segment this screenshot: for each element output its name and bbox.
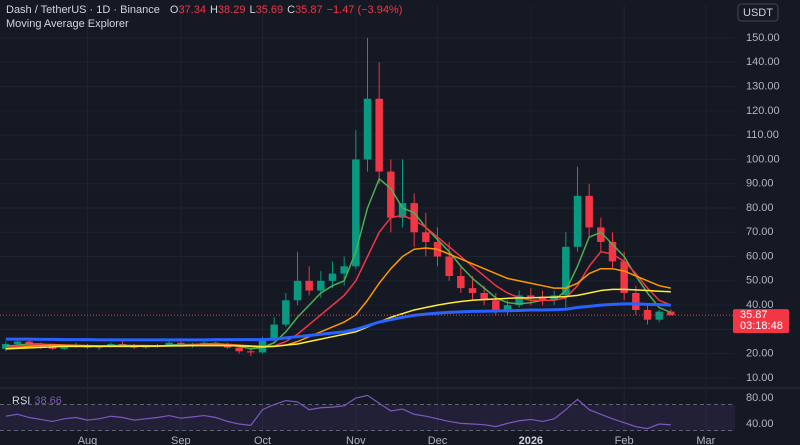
x-tick-label: Dec [428, 435, 448, 445]
rsi-band [0, 404, 735, 431]
indicator-name: Moving Average Explorer [6, 18, 129, 30]
rsi-header: RSI 38.66 [12, 395, 62, 407]
y-tick-label: 40.00 [746, 299, 774, 311]
candle-body [457, 275, 465, 289]
y-tick-label: 120.00 [746, 105, 780, 117]
y-tick-label: 10.00 [746, 372, 774, 384]
candle-body [468, 288, 477, 293]
ohlc-label: L [249, 4, 255, 16]
x-tick-label: Feb [615, 435, 634, 445]
rsi-value: 38.66 [34, 395, 62, 407]
candle-body [573, 195, 582, 247]
candle-body [317, 280, 325, 291]
currency-box[interactable] [737, 3, 779, 22]
ohlc-label: C [287, 4, 295, 16]
candle-body [632, 292, 640, 310]
x-tick-label: Aug [78, 435, 98, 445]
y-tick-label: 150.00 [746, 32, 780, 44]
candle-body [387, 171, 395, 218]
candle-body [527, 295, 535, 298]
change: −1.47 [327, 4, 355, 16]
candle-body [282, 300, 290, 325]
candle-body [165, 342, 173, 346]
y-tick-label: 50.00 [746, 275, 774, 287]
candle-body [60, 346, 68, 349]
countdown: 03:18:48 [740, 320, 783, 332]
candle-body [375, 98, 383, 172]
x-tick-label: Mar [696, 435, 715, 445]
y-tick-label: 130.00 [746, 80, 780, 92]
candle-body [515, 295, 523, 306]
candle-body [363, 98, 372, 160]
y-tick-label: 60.00 [746, 250, 774, 262]
y-tick-label: 80.00 [746, 202, 774, 214]
rsi-tick-label: 40.00 [746, 418, 774, 430]
candle-body [247, 351, 255, 353]
y-tick-label: 20.00 [746, 348, 774, 360]
candle-body [538, 297, 547, 301]
candle-body [293, 280, 302, 301]
candle-body [410, 203, 418, 233]
candle-body [608, 241, 617, 262]
y-tick-label: 70.00 [746, 226, 774, 238]
candle-body [445, 256, 453, 276]
ohlc-value: 38.29 [218, 4, 246, 16]
candle-body [328, 273, 337, 281]
candle-body [597, 227, 605, 242]
candle-body [398, 203, 407, 218]
candle-body [492, 300, 500, 310]
change-percent: (−3.94%) [357, 4, 402, 16]
moving-average [5, 288, 671, 350]
candle-body [620, 261, 628, 293]
candle-body [422, 232, 430, 242]
y-tick-label: 90.00 [746, 178, 774, 190]
x-tick-label: Nov [346, 435, 366, 445]
header: Dash / TetherUS · 1D · Binance O37.34 H38.… [6, 4, 402, 16]
ohlc-label: H [210, 4, 218, 16]
ohlc-label: O [170, 4, 179, 16]
rsi-tick-label: 80.00 [746, 392, 774, 404]
candle-body [562, 246, 570, 296]
ohlc-value: 35.87 [295, 4, 323, 16]
x-tick-label: Oct [254, 435, 271, 445]
candle-body [270, 324, 278, 340]
last-price-box [733, 309, 789, 334]
candle-body [235, 347, 243, 352]
last-price: 35.87 [740, 309, 768, 321]
candle-body [585, 195, 593, 228]
moving-average [5, 302, 671, 342]
candle-body [655, 311, 663, 320]
x-tick-label: Sep [171, 435, 191, 445]
candle-body [480, 292, 488, 301]
symbol-title: Dash / TetherUS · 1D · Binance [6, 4, 160, 16]
currency[interactable]: USDT [743, 7, 773, 19]
x-tick-label: 2026 [519, 435, 543, 445]
ohlc-value: 35.69 [256, 4, 284, 16]
ohlc-value: 37.34 [178, 4, 206, 16]
rsi-title: RSI [12, 395, 30, 407]
candle-body [643, 309, 652, 320]
y-tick-label: 100.00 [746, 153, 780, 165]
candle-body [503, 305, 512, 310]
candle-body [352, 159, 360, 267]
candle-body [667, 311, 675, 316]
candle-body [305, 280, 313, 291]
candle-body [340, 266, 348, 274]
candle-body [13, 341, 22, 344]
rsi-line [5, 394, 671, 430]
y-tick-label: 110.00 [746, 129, 779, 141]
y-tick-label: 140.00 [746, 56, 780, 68]
